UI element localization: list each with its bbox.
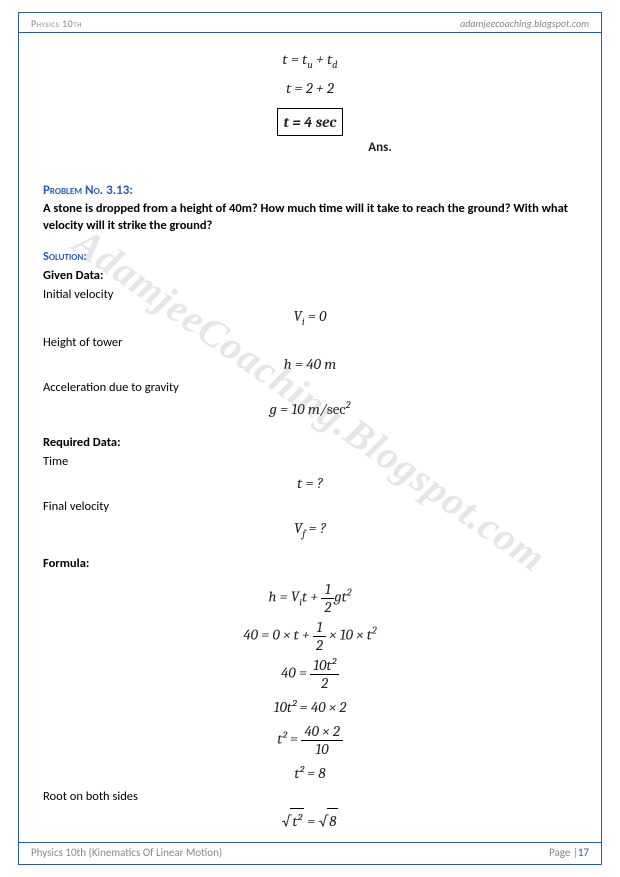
label-final-velocity: Final velocity — [43, 499, 577, 514]
eq-h: h = 40 m — [43, 352, 577, 376]
required-data-heading: Required Data: — [43, 435, 577, 450]
given-data-heading: Given Data: — [43, 268, 577, 283]
eq-step5: t² = 40 × 210 — [43, 723, 577, 757]
label-initial-velocity: Initial velocity — [43, 287, 577, 302]
problem-text: A stone is dropped from a height of 40m?… — [43, 200, 577, 235]
eq-step2: 40 = 0 × t + 12 × 10 × t2 — [43, 619, 577, 653]
label-height: Height of tower — [43, 335, 577, 350]
eq-step6: t² = 8 — [43, 761, 577, 785]
eq-step4: 10t² = 40 × 2 — [43, 695, 577, 719]
label-root-both-sides: Root on both sides — [43, 789, 577, 804]
ans-label: Ans. — [368, 140, 392, 155]
ans-line: Ans. — [43, 140, 577, 155]
eq-step3: 40 = 10t²2 — [43, 657, 577, 691]
eq-t: t = ? — [43, 471, 577, 495]
eq-t-sum: t = tu + td — [43, 47, 577, 74]
formula-heading: Formula: — [43, 556, 577, 571]
solution-heading: Solution: — [43, 249, 577, 264]
eq-vf: Vf = ? — [43, 516, 577, 543]
header-right: adamjeecoaching.blogspot.com — [460, 17, 589, 30]
eq-step1: h = Vit + 12gt2 — [43, 581, 577, 615]
page-content: AdamjeeCoaching.Blogspot.com t = tu + td… — [19, 33, 601, 849]
page-footer: Physics 10th (Kinematics Of Linear Motio… — [19, 842, 601, 864]
label-time: Time — [43, 454, 577, 469]
eq-step7: t² = 8 — [43, 808, 577, 833]
footer-right: Page |17 — [549, 846, 589, 859]
answer-box: t = 4 sec — [277, 108, 344, 136]
eq-answer-box-row: t = 4 sec — [43, 108, 577, 136]
problem-heading: Problem No. 3.13: — [43, 183, 577, 198]
header-left: Physics 10th — [31, 17, 82, 30]
eq-g: g = 10 m/sec2 — [43, 397, 577, 421]
eq-vi: Vi = 0 — [43, 304, 577, 331]
page-frame: Physics 10th adamjeecoaching.blogspot.co… — [18, 12, 602, 865]
page-header: Physics 10th adamjeecoaching.blogspot.co… — [19, 13, 601, 33]
footer-left: Physics 10th (Kinematics Of Linear Motio… — [31, 846, 222, 859]
eq-t-values: t = 2 + 2 — [43, 76, 577, 100]
label-gravity: Acceleration due to gravity — [43, 380, 577, 395]
